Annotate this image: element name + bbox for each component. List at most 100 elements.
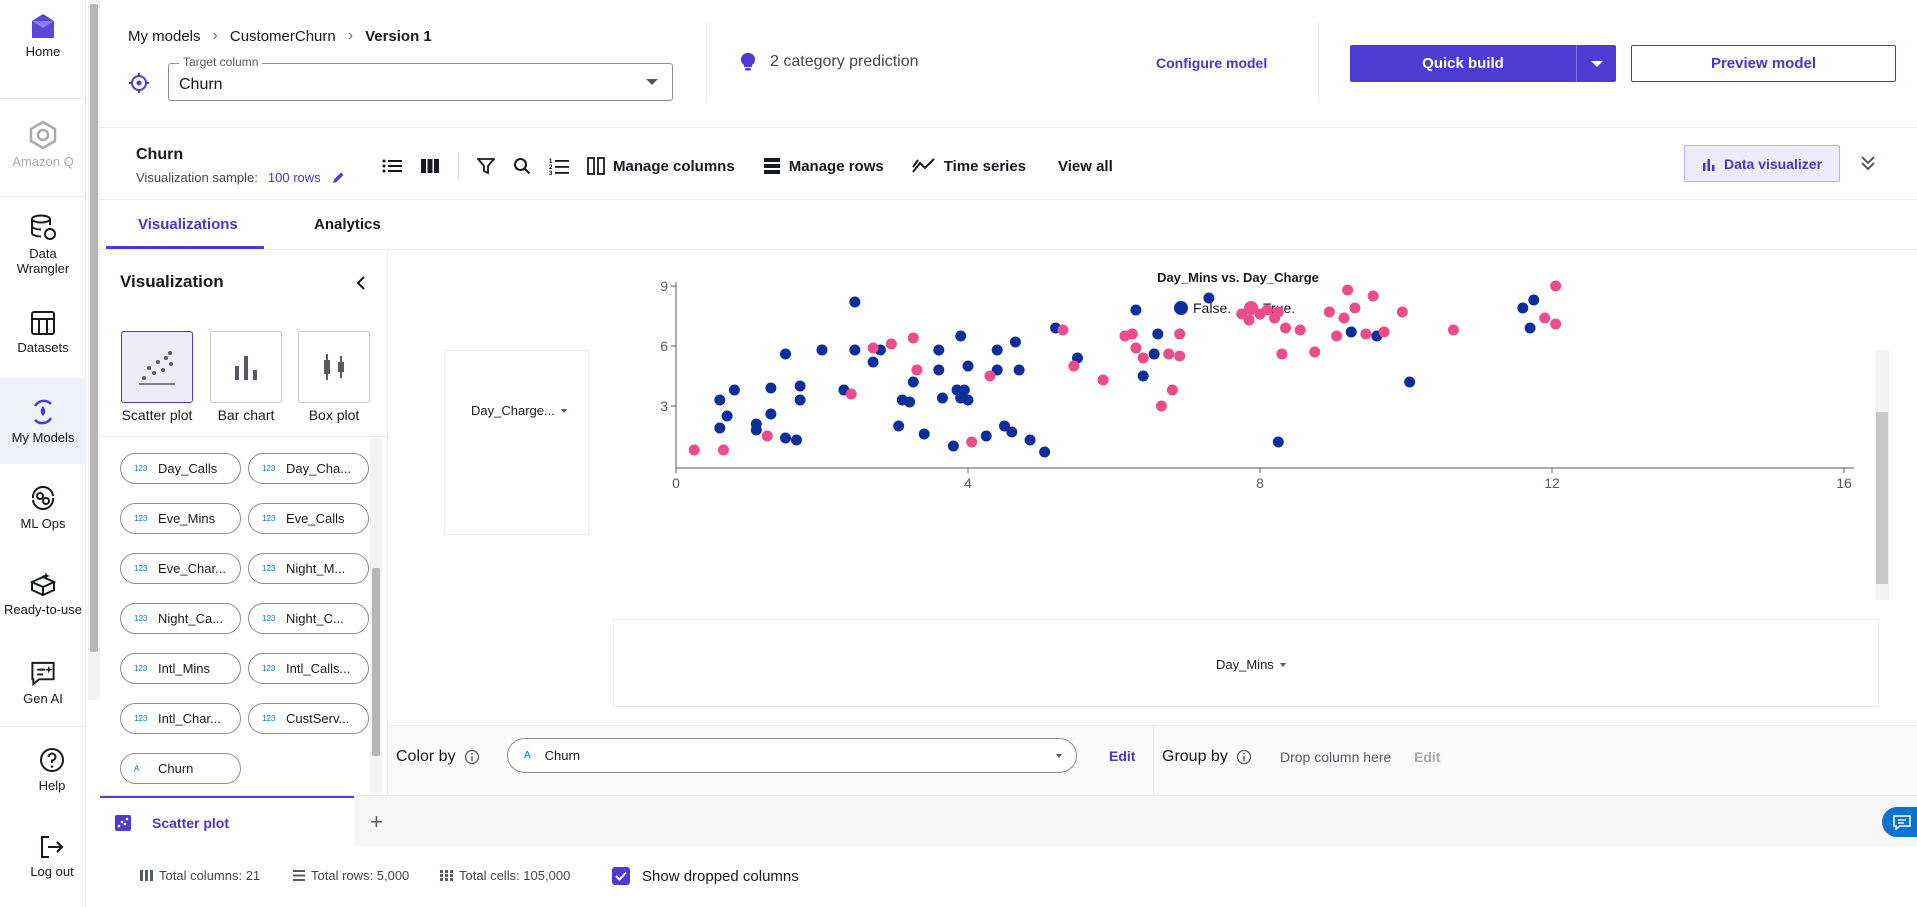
data-point[interactable] bbox=[904, 396, 916, 408]
data-point[interactable] bbox=[1342, 284, 1354, 296]
data-point[interactable] bbox=[1378, 326, 1390, 338]
show-dropped-checkbox[interactable] bbox=[612, 867, 630, 885]
data-point[interactable] bbox=[1174, 350, 1186, 362]
data-point[interactable] bbox=[728, 384, 740, 396]
data-point[interactable] bbox=[1309, 346, 1321, 358]
data-point[interactable] bbox=[1013, 364, 1025, 376]
manage-rows-button[interactable]: Manage rows bbox=[763, 157, 884, 175]
breadcrumb-my-models[interactable]: My models bbox=[128, 27, 201, 45]
color-by-select[interactable]: A Churn bbox=[507, 738, 1077, 773]
data-point[interactable] bbox=[1006, 426, 1018, 438]
data-point[interactable] bbox=[845, 388, 857, 400]
data-point[interactable] bbox=[1203, 292, 1215, 304]
data-point[interactable] bbox=[980, 430, 992, 442]
bar-chart-type-button[interactable] bbox=[210, 331, 282, 403]
data-point[interactable] bbox=[790, 434, 802, 446]
search-icon[interactable] bbox=[513, 157, 531, 175]
data-point[interactable] bbox=[1524, 322, 1536, 334]
target-column-select[interactable]: Target column Churn bbox=[168, 55, 673, 101]
nav-help[interactable]: Help bbox=[0, 746, 104, 796]
data-point[interactable] bbox=[1367, 290, 1379, 302]
nav-scrollbar[interactable] bbox=[88, 0, 100, 700]
data-point[interactable] bbox=[1166, 384, 1178, 396]
data-point[interactable] bbox=[1539, 312, 1551, 324]
data-point[interactable] bbox=[955, 330, 967, 342]
data-point[interactable] bbox=[780, 348, 791, 360]
manage-columns-button[interactable]: Manage columns bbox=[587, 157, 735, 175]
add-visualization-icon[interactable]: + bbox=[370, 809, 383, 834]
data-point[interactable] bbox=[933, 344, 945, 356]
data-point[interactable] bbox=[717, 444, 729, 456]
data-point[interactable] bbox=[999, 420, 1010, 432]
data-point[interactable] bbox=[984, 370, 996, 382]
x-axis-field-select[interactable]: Day_Mins bbox=[613, 619, 1879, 707]
data-point[interactable] bbox=[1447, 324, 1459, 336]
data-point[interactable] bbox=[1261, 304, 1273, 316]
column-chip[interactable]: 123 Eve_Calls bbox=[248, 503, 369, 534]
data-point[interactable] bbox=[765, 408, 777, 420]
data-point[interactable] bbox=[1130, 342, 1142, 354]
column-chip[interactable]: 123 Eve_Char... bbox=[120, 553, 241, 584]
data-point[interactable] bbox=[1126, 328, 1138, 340]
data-point[interactable] bbox=[911, 364, 923, 376]
data-point[interactable] bbox=[849, 296, 861, 308]
nav-ml-ops[interactable]: ML Ops bbox=[0, 484, 86, 534]
box-plot-type-button[interactable] bbox=[298, 331, 370, 403]
data-visualizer-button[interactable]: Data visualizer bbox=[1684, 145, 1840, 182]
list-view-icon[interactable] bbox=[382, 158, 402, 174]
data-point[interactable] bbox=[936, 392, 948, 404]
data-point[interactable] bbox=[761, 430, 773, 442]
data-point[interactable] bbox=[794, 394, 806, 406]
info-icon[interactable] bbox=[1236, 749, 1252, 765]
data-point[interactable] bbox=[1276, 348, 1288, 360]
column-chip[interactable]: 123 Night_Ca... bbox=[120, 603, 241, 634]
nav-log-out[interactable]: Log out bbox=[0, 834, 104, 884]
data-point[interactable] bbox=[1243, 314, 1255, 326]
column-chip[interactable]: 123 Night_M... bbox=[248, 553, 369, 584]
tab-analytics[interactable]: Analytics bbox=[314, 216, 381, 233]
data-point[interactable] bbox=[1345, 326, 1357, 338]
sample-rows-link[interactable]: 100 rows bbox=[267, 170, 321, 185]
column-chip[interactable]: 123 Day_Cha... bbox=[248, 453, 369, 484]
data-point[interactable] bbox=[1294, 324, 1306, 336]
data-point[interactable] bbox=[1528, 294, 1540, 306]
chart-scrollbar[interactable] bbox=[1875, 350, 1889, 600]
data-point[interactable] bbox=[867, 356, 879, 368]
column-chip[interactable]: A Churn bbox=[120, 753, 241, 784]
view-all-button[interactable]: View all bbox=[1058, 157, 1113, 175]
data-point[interactable] bbox=[765, 382, 777, 394]
data-point[interactable] bbox=[1517, 302, 1529, 314]
column-chip[interactable]: 123 Day_Calls bbox=[120, 453, 241, 484]
data-point[interactable] bbox=[1349, 302, 1361, 314]
data-point[interactable] bbox=[1360, 328, 1372, 340]
data-point[interactable] bbox=[714, 394, 726, 406]
data-point[interactable] bbox=[714, 422, 726, 434]
quick-build-label[interactable]: Quick build bbox=[1422, 55, 1504, 72]
data-point[interactable] bbox=[1323, 306, 1335, 318]
data-point[interactable] bbox=[966, 436, 978, 448]
data-point[interactable] bbox=[721, 410, 733, 422]
data-point[interactable] bbox=[1174, 328, 1186, 340]
data-point[interactable] bbox=[1272, 436, 1284, 448]
data-point[interactable] bbox=[1039, 446, 1051, 458]
nav-my-models[interactable]: My Models bbox=[0, 378, 86, 464]
data-point[interactable] bbox=[1130, 304, 1142, 316]
data-point[interactable] bbox=[1272, 306, 1284, 318]
chat-icon[interactable] bbox=[1882, 807, 1917, 837]
column-chip[interactable]: 123 Intl_Calls... bbox=[248, 653, 369, 684]
data-point[interactable] bbox=[918, 428, 930, 440]
data-point[interactable] bbox=[885, 338, 897, 350]
data-point[interactable] bbox=[962, 360, 974, 372]
tab-visualizations[interactable]: Visualizations bbox=[138, 216, 238, 233]
column-chip[interactable]: 123 Eve_Mins bbox=[120, 503, 241, 534]
scatter-plot-type-button[interactable] bbox=[121, 331, 193, 403]
data-point[interactable] bbox=[688, 444, 700, 456]
data-point[interactable] bbox=[1097, 374, 1109, 386]
y-axis-field-select[interactable]: Day_Charge... bbox=[444, 350, 589, 535]
data-point[interactable] bbox=[1137, 370, 1149, 382]
numbered-list-icon[interactable]: 123 bbox=[549, 157, 569, 175]
data-point[interactable] bbox=[849, 344, 861, 356]
columns-scrollbar[interactable] bbox=[370, 438, 382, 793]
nav-gen-ai[interactable]: Gen AI bbox=[0, 660, 86, 706]
preview-model-button[interactable]: Preview model bbox=[1631, 45, 1896, 82]
